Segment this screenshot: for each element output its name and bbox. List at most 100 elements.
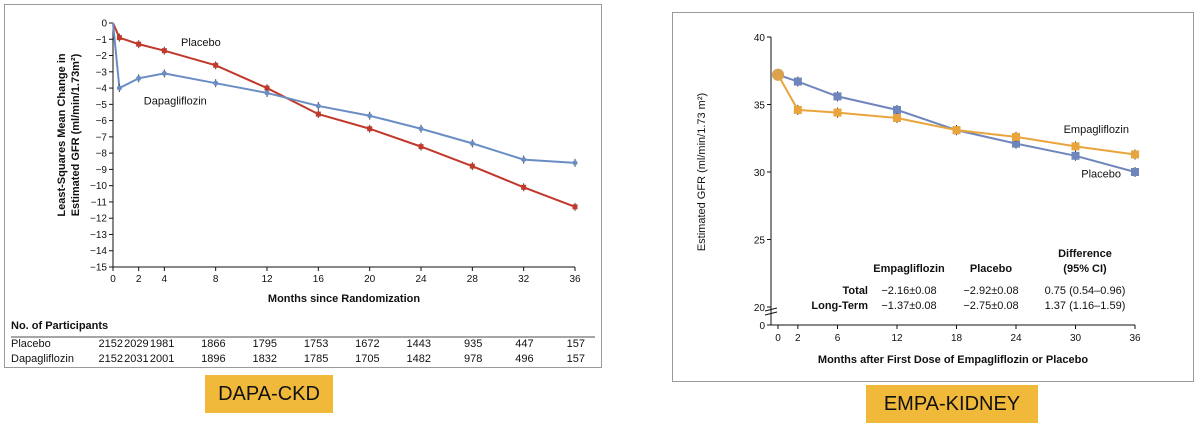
empa-kidney-chart-panel: 0 20 25 30 35 40 0 2 6 12 18 24 30 36 Months after Fir… bbox=[672, 12, 1194, 382]
participants-count: 496 bbox=[515, 353, 533, 365]
participants-count: 978 bbox=[464, 353, 482, 365]
data-point bbox=[116, 35, 122, 41]
participants-count: 1482 bbox=[407, 353, 431, 365]
y-tick-label: 40 bbox=[754, 33, 766, 44]
data-point bbox=[521, 184, 527, 190]
table-row-label: Total bbox=[843, 285, 868, 297]
y-tick-label: 25 bbox=[754, 236, 766, 247]
dapa-ckd-chart: 0−1−2−3−4−5−6−7−8−9−10−11−12−13−14−150 2 4… bbox=[11, 19, 595, 365]
data-point bbox=[161, 48, 167, 54]
data-point bbox=[772, 68, 784, 81]
table-header-difference: Difference bbox=[1058, 248, 1112, 260]
x-tick-label: 16 bbox=[313, 274, 325, 285]
participants-count: 157 bbox=[567, 338, 585, 350]
data-point bbox=[315, 111, 321, 117]
data-point bbox=[469, 163, 475, 169]
x-tick-label: 30 bbox=[1070, 333, 1082, 344]
x-tick-label: 20 bbox=[364, 274, 376, 285]
y-tick-label: 30 bbox=[754, 168, 766, 179]
participants-count: 1443 bbox=[407, 338, 431, 350]
data-point bbox=[315, 103, 321, 109]
x-tick-label: 4 bbox=[162, 274, 168, 285]
y-tick-label: −7 bbox=[96, 132, 108, 143]
data-point bbox=[116, 85, 122, 91]
series-line-dapagliflozin bbox=[112, 22, 576, 164]
y-tick-label: −4 bbox=[96, 84, 108, 95]
data-point bbox=[264, 85, 270, 91]
participants-count: 1785 bbox=[304, 353, 328, 365]
series-line-placebo bbox=[112, 22, 576, 208]
y-tick-label: −11 bbox=[91, 197, 108, 208]
y-tick-label: 35 bbox=[754, 101, 766, 112]
x-tick-label: 0 bbox=[110, 274, 116, 285]
axis-break-mark bbox=[764, 311, 778, 316]
data-point bbox=[213, 80, 219, 86]
x-tick-label: 18 bbox=[951, 333, 963, 344]
x-tick-label: 12 bbox=[891, 333, 903, 344]
y-tick-label: −9 bbox=[96, 165, 108, 176]
y-tick-label: −8 bbox=[96, 149, 108, 160]
x-tick-label: 32 bbox=[518, 274, 530, 285]
y-tick-label: −5 bbox=[96, 100, 108, 111]
y-tick-label: −6 bbox=[96, 116, 108, 127]
table-cell-difference: 0.75 (0.54–0.96) bbox=[1045, 285, 1126, 297]
participants-row-label: Placebo bbox=[11, 338, 51, 350]
y-axis-title: Estimated GFR (ml/min/1.73 m²) bbox=[696, 93, 708, 251]
y-tick-label: 0 bbox=[759, 321, 765, 332]
data-point bbox=[793, 77, 802, 86]
series-label-empagliflozin: Empagliflozin bbox=[1064, 124, 1129, 136]
y-tick-label: −12 bbox=[90, 214, 107, 225]
participants-count: 1672 bbox=[355, 338, 379, 350]
data-point bbox=[1131, 150, 1139, 159]
table-cell-placebo: −2.92±0.08 bbox=[963, 285, 1018, 297]
empa-kidney-badge: EMPA-KIDNEY bbox=[866, 385, 1038, 423]
y-tick-label: −10 bbox=[90, 181, 107, 192]
x-axis-title: Months after First Dose of Empagliflozin… bbox=[818, 354, 1088, 366]
data-point bbox=[572, 160, 578, 166]
data-point bbox=[793, 105, 802, 114]
x-tick-label: 36 bbox=[569, 274, 581, 285]
table-header-ci: (95% CI) bbox=[1063, 263, 1107, 275]
data-point bbox=[136, 41, 142, 47]
y-axis-title-line1: Least-Squares Mean Change in bbox=[56, 53, 68, 216]
table-cell-empagliflozin: −1.37±0.08 bbox=[881, 300, 936, 312]
participants-count: 2152 bbox=[99, 353, 123, 365]
participants-row-label: Dapagliflozin bbox=[11, 353, 74, 365]
table-header-empagliflozin: Empagliflozin bbox=[873, 263, 945, 275]
x-tick-label: 2 bbox=[795, 333, 801, 344]
data-point bbox=[893, 114, 901, 122]
y-tick-label: −2 bbox=[96, 51, 108, 62]
table-cell-empagliflozin: −2.16±0.08 bbox=[881, 285, 936, 297]
data-point bbox=[418, 144, 424, 150]
participants-count: 935 bbox=[464, 338, 482, 350]
participants-count: 2031 bbox=[124, 353, 148, 365]
dapa-ckd-chart-panel: 0 −1 −2 −3 −4 −5 −6 −7 −8 −9 −10 −11 −12 −13 −14 −15 0 2 4… bbox=[4, 4, 602, 368]
series-line-empagliflozin bbox=[777, 74, 1136, 156]
data-point bbox=[469, 140, 475, 146]
data-point bbox=[833, 108, 842, 117]
table-row-label: Long-Term bbox=[811, 300, 868, 312]
table-cell-difference: 1.37 (1.16–1.59) bbox=[1045, 300, 1126, 312]
y-tick-label: 0 bbox=[101, 19, 107, 30]
data-point bbox=[367, 126, 373, 132]
data-point bbox=[833, 92, 842, 101]
data-point bbox=[521, 157, 527, 163]
x-tick-label: 2 bbox=[136, 274, 142, 285]
data-point bbox=[264, 90, 270, 96]
data-point bbox=[136, 75, 142, 81]
data-point bbox=[161, 70, 167, 76]
participants-header: No. of Participants bbox=[11, 320, 108, 332]
participants-count: 2029 bbox=[124, 338, 148, 350]
x-tick-label: 6 bbox=[835, 333, 841, 344]
x-tick-label: 24 bbox=[1010, 333, 1022, 344]
series-label-dapagliflozin: Dapagliflozin bbox=[144, 95, 207, 107]
y-tick-label: −1 bbox=[96, 35, 108, 46]
participants-count: 1896 bbox=[201, 353, 225, 365]
data-point bbox=[1131, 168, 1139, 176]
y-axis-title-line2: Estimated GFR (ml/min/1.73m²) bbox=[70, 53, 82, 216]
x-tick-label: 12 bbox=[261, 274, 273, 285]
series-label-placebo: Placebo bbox=[1081, 168, 1121, 180]
y-tick-label: 20 bbox=[754, 303, 766, 314]
participants-count: 2152 bbox=[99, 338, 123, 350]
participants-count: 447 bbox=[515, 338, 533, 350]
